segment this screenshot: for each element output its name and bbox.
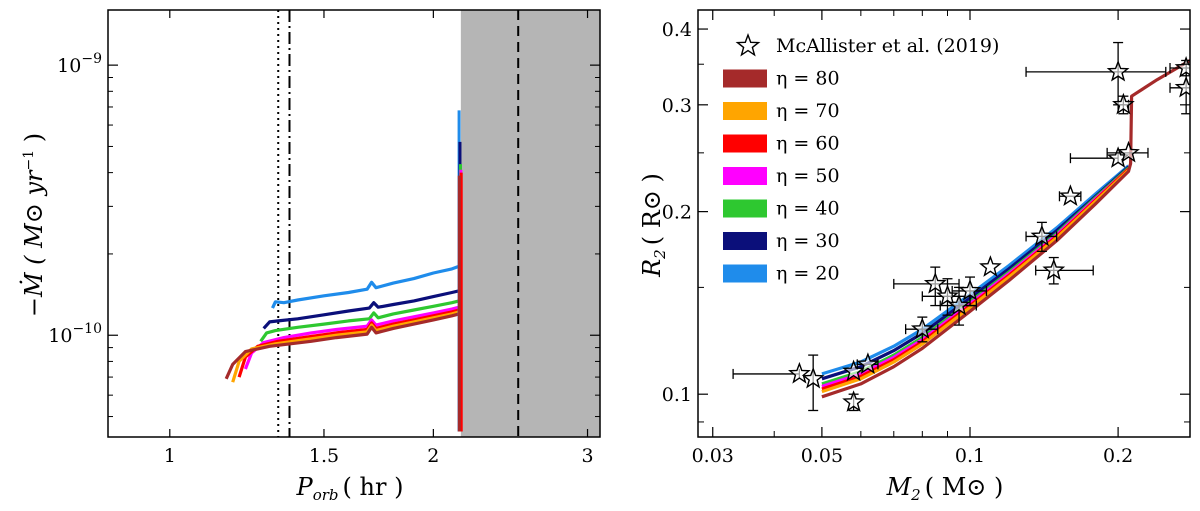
observation-point	[905, 316, 939, 343]
right-legend: McAllister et al. (2019) η = 80 η = 70 η = …	[723, 32, 999, 285]
left-series-line-2	[259, 299, 460, 343]
right-plot-frame	[697, 9, 1191, 438]
period-gap-shaded-region	[460, 10, 600, 437]
legend-label: η = 40	[776, 198, 840, 220]
observation-point	[842, 359, 865, 382]
observation-point	[979, 255, 1002, 277]
legend-label: η = 50	[776, 165, 840, 187]
star-marker	[842, 359, 865, 382]
legend-swatch	[723, 199, 767, 218]
left-panel: 1 1.5 2 3 10−10 10−9 Porb( hr ) −Ṁ ( M⊙ yr−1 …	[19, 9, 601, 504]
left-series	[224, 110, 463, 432]
star-marker	[1174, 75, 1190, 98]
right-x-tick-label: 0.2	[1103, 445, 1133, 467]
right-series-line-2	[821, 166, 1130, 386]
legend-swatch	[723, 134, 767, 153]
star-marker	[979, 255, 1002, 277]
legend-label: η = 30	[776, 230, 840, 252]
star-marker	[936, 284, 959, 307]
vertical-reference-lines	[277, 10, 520, 437]
legend-star-marker	[735, 32, 761, 57]
right-x-tick-label: 0.05	[801, 445, 843, 467]
left-series-line-1	[262, 289, 460, 330]
observation-point	[1058, 184, 1082, 207]
observation-point	[921, 278, 971, 316]
legend-swatch	[723, 102, 767, 120]
observation-point	[1069, 146, 1130, 168]
star-marker	[947, 293, 971, 316]
right-panel: 0.03 0.05 0.1 0.2 0.1 0.2 0.3 0.4 McAllister et…	[638, 9, 1191, 504]
star-marker	[1106, 59, 1130, 82]
right-x-axis-title: M2( M⊙ )	[886, 473, 1004, 504]
star-marker	[1030, 224, 1054, 247]
star-marker	[842, 390, 865, 412]
left-x-tick-label: 1	[164, 445, 176, 467]
left-x-tick-label: 3	[581, 445, 593, 467]
left-y-tick-label: 10−10	[48, 321, 102, 347]
observation-point	[801, 354, 825, 412]
observation-point	[1112, 92, 1135, 115]
observation-point	[842, 390, 865, 412]
legend-swatch	[723, 69, 767, 88]
star-marker	[1042, 258, 1066, 281]
observation-point	[1025, 221, 1058, 252]
observation-point	[1169, 55, 1190, 78]
star-marker	[1112, 92, 1135, 115]
left-y-axis-title: −Ṁ ( M⊙ yr−1 )	[19, 133, 48, 317]
right-y-tick-label: 0.1	[662, 384, 692, 406]
observation-point	[856, 352, 880, 375]
observation-point	[1106, 140, 1149, 163]
legend-label: η = 70	[776, 100, 840, 122]
observation-point	[951, 276, 988, 307]
right-series-line-1	[821, 165, 1130, 381]
star-marker	[923, 271, 947, 294]
right-y-axis-title: R2( R⊙ )	[638, 173, 669, 278]
star-marker	[788, 361, 811, 384]
star-marker	[801, 366, 825, 389]
right-ticks: 0.03 0.05 0.1 0.2 0.1 0.2 0.3 0.4	[662, 10, 1190, 467]
left-y-tick-label: 10−9	[57, 51, 102, 77]
left-plot-frame	[107, 9, 601, 438]
star-marker	[1174, 55, 1190, 78]
star-marker	[1117, 140, 1140, 163]
star-marker	[958, 278, 982, 301]
right-series	[821, 59, 1190, 399]
right-series-line-6	[821, 59, 1190, 399]
observation-point	[893, 266, 960, 307]
left-series-line-3	[243, 305, 460, 370]
right-series-line-5	[821, 169, 1130, 394]
legend-swatch	[723, 264, 767, 283]
left-ticks: 1 1.5 2 3 10−10 10−9	[48, 10, 600, 467]
right-y-tick-label: 0.4	[662, 19, 692, 41]
star-marker	[910, 317, 934, 339]
observation-point	[1025, 41, 1167, 106]
observation-point	[939, 286, 977, 326]
left-series-line-0	[271, 264, 460, 309]
legend-label: η = 60	[776, 133, 840, 155]
right-x-tick-label: 0.1	[955, 445, 985, 467]
observation-point	[1035, 256, 1094, 285]
left-x-tick-label: 2	[427, 445, 439, 467]
left-x-tick-label: 1.5	[309, 445, 339, 467]
legend-label: η = 20	[776, 263, 840, 285]
right-x-tick-label: 0.03	[692, 445, 734, 467]
star-marker	[856, 352, 880, 375]
right-y-tick-label: 0.3	[662, 95, 692, 117]
legend-label: McAllister et al. (2019)	[776, 35, 999, 57]
right-observations	[732, 41, 1190, 412]
legend-label: η = 80	[776, 68, 840, 90]
legend-swatch	[723, 232, 767, 250]
left-x-axis-title: Porb( hr )	[296, 473, 404, 504]
star-marker	[1059, 184, 1082, 207]
legend-swatch	[723, 167, 767, 185]
left-series-line-6	[224, 312, 460, 380]
observation-point	[732, 361, 811, 384]
right-y-tick-label: 0.2	[662, 202, 692, 224]
